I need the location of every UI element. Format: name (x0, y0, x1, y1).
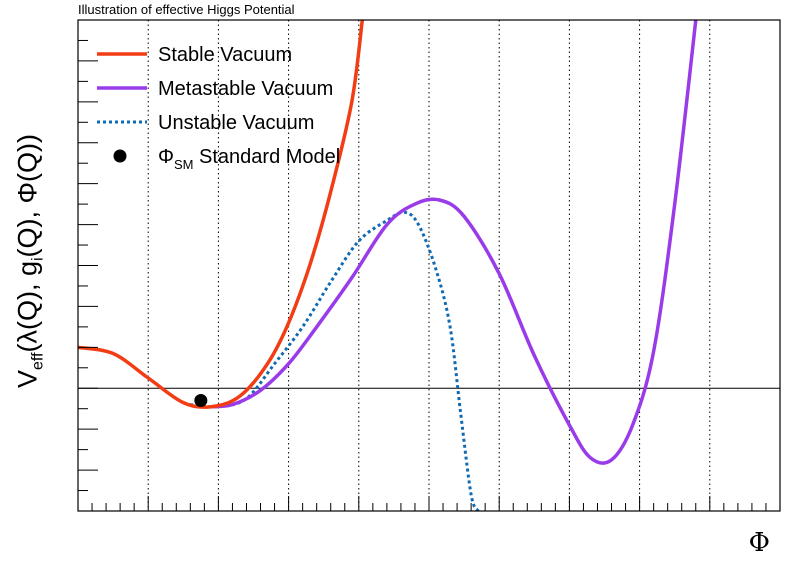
legend-label-standard-model: ΦSM Standard Model (158, 146, 340, 172)
standard-model-marker (194, 394, 208, 408)
x-gridlines (147, 20, 711, 511)
legend-label-stable-vacuum: Stable Vacuum (158, 44, 292, 66)
stable-vacuum-curve (78, 20, 365, 409)
unstable-vacuum-curve (190, 210, 480, 511)
markers (194, 394, 208, 408)
curves (78, 20, 698, 511)
legend-label-unstable-vacuum: Unstable Vacuum (158, 112, 314, 134)
metastable-vacuum-curve (211, 20, 698, 465)
axis-ticks (78, 39, 767, 511)
legend-label-metastable-vacuum: Metastable Vacuum (158, 78, 333, 100)
legend: Stable Vacuum Metastable Vacuum Unstable V… (97, 44, 340, 172)
y-axis-label: Veff(λ(Q), gi(Q), Φ(Q)) (12, 133, 47, 389)
chart-title: Illustration of effective Higgs Potentia… (78, 2, 295, 17)
x-axis-label: Φ (748, 528, 770, 558)
legend-swatch-standard-model (113, 149, 127, 163)
